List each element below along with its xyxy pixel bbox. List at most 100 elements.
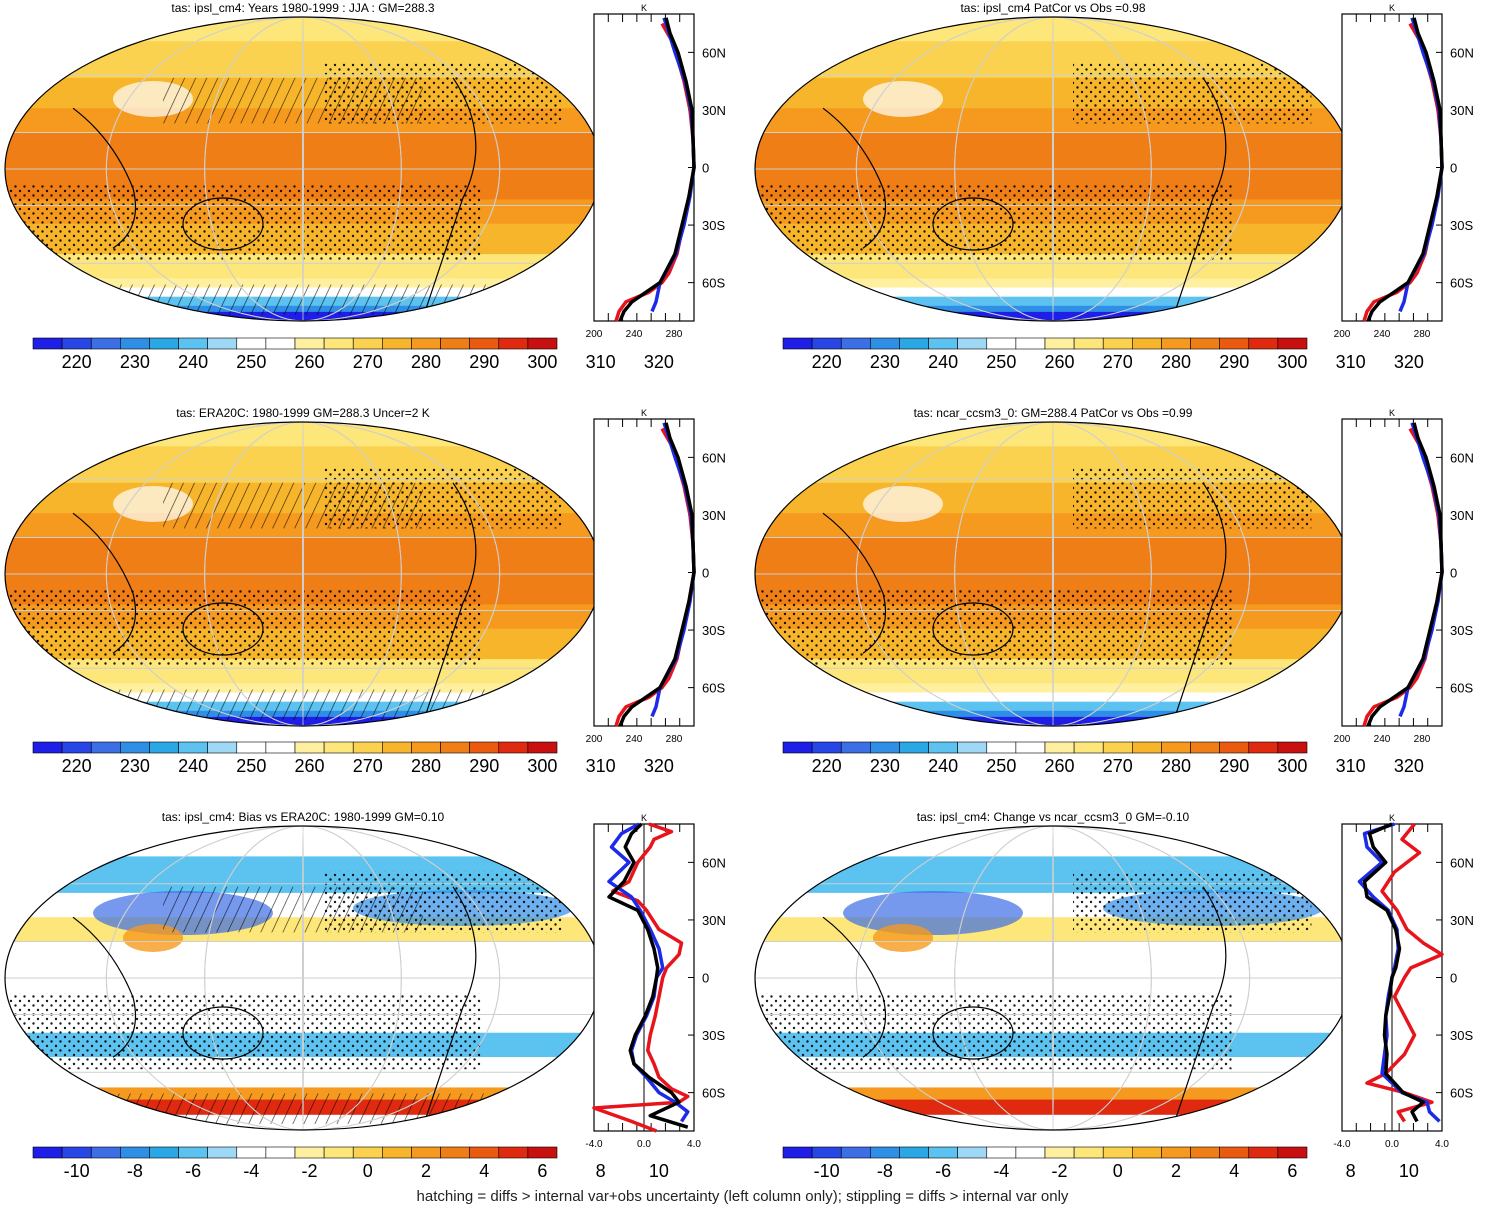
colorbar-cell xyxy=(1073,337,1104,350)
profile-y-tick-label: 0 xyxy=(1450,566,1457,581)
profile-x-tick-label: 240 xyxy=(626,734,643,745)
colorbar-cell xyxy=(498,741,529,754)
colorbar-cell xyxy=(1044,1146,1075,1159)
zonal-profile-6: K -4.0 0.0 4.0 60N 30N 0 30S 60S xyxy=(1333,813,1473,1150)
colorbar-cell xyxy=(811,741,842,754)
colorbar-tick-label: 290 xyxy=(469,756,499,776)
colorbar-tick-label: 250 xyxy=(236,352,266,372)
profile-y-tick-label: 30N xyxy=(1450,508,1474,523)
colorbar-cell xyxy=(323,1146,354,1159)
colorbar-cell xyxy=(411,337,441,350)
colorbar-cell xyxy=(469,741,500,754)
colorbar-cell xyxy=(782,741,813,754)
colorbar-cell xyxy=(1044,337,1075,350)
colorbar-cell xyxy=(149,337,179,350)
colorbar-tick-label: 220 xyxy=(62,756,92,776)
profile-units-label: K xyxy=(641,408,647,418)
profile-y-tick-label: 0 xyxy=(702,971,709,986)
colorbar-tick-label: 280 xyxy=(411,756,441,776)
colorbar-cell xyxy=(352,1146,383,1159)
colorbar-cell xyxy=(265,337,296,350)
colorbar-cell xyxy=(61,1146,92,1159)
profile-x-tick-label: 200 xyxy=(586,734,603,745)
colorbar-cell xyxy=(1219,741,1250,754)
colorbar-cell xyxy=(1190,1146,1220,1159)
colorbar-cell xyxy=(440,1146,470,1159)
colorbar-cell xyxy=(899,1146,929,1159)
colorbar-cell xyxy=(294,337,325,350)
profile-x-tick-label: 280 xyxy=(666,329,683,340)
profile-y-tick-label: 60N xyxy=(1450,855,1474,870)
profile-y-tick-label: 60N xyxy=(702,450,726,465)
colorbar-tick-label: 230 xyxy=(870,352,900,372)
profile-units-label: K xyxy=(1389,408,1395,418)
profile-y-tick-label: 60S xyxy=(1450,681,1473,696)
profile-y-tick-label: 60S xyxy=(1450,276,1473,291)
colorbar-tick-label: -4 xyxy=(243,1161,259,1181)
colorbar-tick-label: 230 xyxy=(120,352,150,372)
colorbar-cell xyxy=(1132,741,1162,754)
zonal-profile-2: K 200 240 280 60N 30N 0 30S 60S xyxy=(1334,3,1474,340)
profile-series-black xyxy=(618,17,696,322)
colorbar-cell xyxy=(323,337,354,350)
colorbar-tick-label: 10 xyxy=(1399,1161,1419,1181)
profile-y-tick-label: 30S xyxy=(702,218,725,233)
colorbar-cell xyxy=(527,337,558,350)
colorbar-cell xyxy=(294,1146,325,1159)
colorbar-tick-label: 260 xyxy=(1045,756,1075,776)
colorbar-tick-label: 320 xyxy=(1394,352,1424,372)
colorbar-cell xyxy=(1015,337,1046,350)
colorbar-cell xyxy=(1102,337,1133,350)
colorbar-cell xyxy=(411,741,441,754)
colorbar-cell xyxy=(32,337,63,350)
colorbar-tick-label: 4 xyxy=(1229,1161,1239,1181)
colorbar-cell xyxy=(870,1146,900,1159)
colorbar-tick-label: 260 xyxy=(1045,352,1075,372)
colorbar-cell xyxy=(1219,1146,1250,1159)
colorbar-cell xyxy=(323,741,354,754)
colorbar-cell xyxy=(32,741,63,754)
colorbar-tick-label: -8 xyxy=(877,1161,893,1181)
profile-x-tick-label: 280 xyxy=(1414,734,1431,745)
colorbar-cell xyxy=(90,337,121,350)
map-title: tas: ipsl_cm4: Bias vs ERA20C: 1980-1999… xyxy=(162,810,445,824)
profile-y-tick-label: 0 xyxy=(702,566,709,581)
colorbar-tick-label: 270 xyxy=(1103,756,1133,776)
colorbar-tick-label: 250 xyxy=(986,352,1016,372)
colorbar-cell xyxy=(61,741,92,754)
colorbar-cell xyxy=(840,741,871,754)
colorbar-cell xyxy=(382,1146,412,1159)
colorbar-tick-label: -2 xyxy=(302,1161,318,1181)
colorbar-tick-label: 240 xyxy=(928,352,958,372)
colorbar-tick-label: 8 xyxy=(596,1161,606,1181)
profile-x-tick-label: 200 xyxy=(1334,329,1351,340)
colorbar-tick-label: 280 xyxy=(411,352,441,372)
profile-series-red xyxy=(592,822,690,1133)
colorbar-tick-label: -10 xyxy=(814,1161,840,1181)
profile-units-label: K xyxy=(641,3,647,13)
colorbar-cell xyxy=(440,337,470,350)
colorbar-cell xyxy=(782,337,813,350)
colorbar-cell xyxy=(1248,337,1279,350)
colorbar-cell xyxy=(1277,337,1308,350)
profile-y-tick-label: 0 xyxy=(1450,971,1457,986)
colorbar-cell xyxy=(928,741,958,754)
profile-y-tick-label: 30N xyxy=(702,913,726,928)
colorbar-cell xyxy=(1015,1146,1046,1159)
colorbar-cell xyxy=(899,337,929,350)
colorbar-cell xyxy=(90,1146,121,1159)
profile-series-black xyxy=(618,422,696,727)
colorbar-tick-label: -6 xyxy=(935,1161,951,1181)
profile-y-tick-label: 60N xyxy=(1450,45,1474,60)
colorbar-tick-label: 0 xyxy=(363,1161,373,1181)
colorbar-cell xyxy=(840,1146,871,1159)
colorbar-cell xyxy=(469,1146,500,1159)
colorbar-tick-label: 290 xyxy=(469,352,499,372)
colorbar-cell xyxy=(1190,337,1220,350)
colorbar-cell xyxy=(236,1146,267,1159)
colorbar-tick-label: 300 xyxy=(527,756,557,776)
colorbar-cell xyxy=(352,337,383,350)
zonal-profile-4: K 200 240 280 60N 30N 0 30S 60S xyxy=(1334,408,1474,745)
colorbar-tick-label: 2 xyxy=(421,1161,431,1181)
profile-y-tick-label: 30S xyxy=(1450,623,1473,638)
